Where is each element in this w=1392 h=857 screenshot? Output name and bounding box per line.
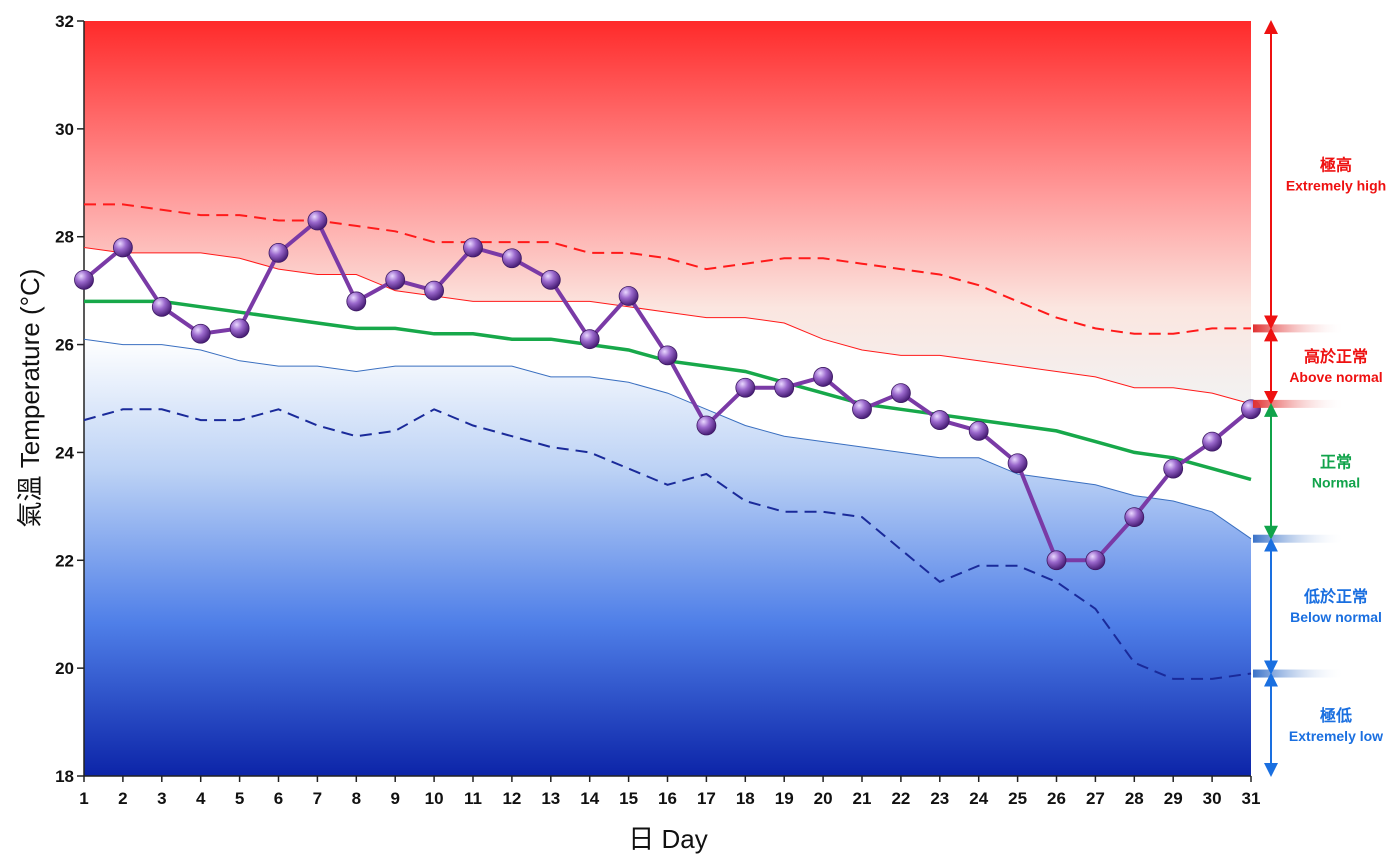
- x-tick-label: 31: [1242, 789, 1261, 808]
- x-tick-label: 27: [1086, 789, 1105, 808]
- x-axis: 1 2 3 4 5 6 7 8 9 10 11 12 13 14 15 16 17 18 19 20 21 22 23 24 2…: [79, 776, 1260, 808]
- daily-point-day-17: [696, 415, 717, 436]
- daily-point-day-15: [618, 286, 639, 306]
- x-tick-label: 10: [425, 789, 444, 808]
- x-tick-label: 2: [118, 789, 127, 808]
- x-tick-label: 13: [541, 789, 560, 808]
- x-tick-label: 17: [697, 789, 716, 808]
- daily-point-day-18: [735, 377, 756, 398]
- daily-point-day-19: [774, 377, 795, 398]
- daily-point-day-8: [346, 291, 367, 312]
- daily-point-day-27: [1085, 550, 1106, 571]
- daily-point-day-26: [1046, 550, 1067, 571]
- warm-region: [84, 21, 1251, 404]
- x-tick-label: 20: [814, 789, 833, 808]
- daily-point-day-9: [385, 269, 406, 290]
- extremely-low-threshold-line: [83, 408, 1252, 680]
- x-tick-label: 25: [1008, 789, 1027, 808]
- band-label-en: Normal: [1312, 474, 1360, 490]
- extremely-low-boundary-tab: [1253, 669, 1345, 678]
- x-tick-label: 5: [235, 789, 244, 808]
- daily-point-day-7: [307, 210, 328, 231]
- daily-point-day-28: [1124, 507, 1145, 528]
- daily-point-day-13: [540, 269, 561, 290]
- band-label-en: Extremely low: [1289, 728, 1383, 744]
- y-tick-label: 26: [55, 336, 74, 355]
- y-tick-label: 28: [55, 228, 74, 247]
- x-tick-label: 3: [157, 789, 166, 808]
- band-label-zh: 極低: [1319, 706, 1352, 725]
- daily-point-day-25: [1007, 453, 1028, 474]
- band-label-en: Above normal: [1289, 369, 1382, 385]
- above-normal-boundary-tab: [1253, 399, 1345, 408]
- x-tick-label: 6: [274, 789, 283, 808]
- daily-point-day-5: [229, 318, 250, 339]
- daily-point-day-10: [424, 280, 445, 301]
- daily-point-day-20: [813, 367, 833, 387]
- daily-point-day-16: [657, 345, 678, 366]
- cool-region: [84, 339, 1251, 776]
- daily-point-day-3: [151, 296, 172, 317]
- x-tick-label: 29: [1164, 789, 1183, 808]
- x-tick-label: 14: [580, 789, 599, 808]
- x-tick-label: 22: [891, 789, 910, 808]
- daily-point-day-2: [113, 237, 133, 258]
- x-tick-label: 1: [79, 789, 88, 808]
- x-tick-label: 8: [352, 789, 361, 808]
- x-tick-label: 24: [969, 789, 988, 808]
- daily-point-day-14: [579, 329, 600, 350]
- x-axis-title: 日 Day: [628, 824, 707, 854]
- y-axis: 18 20 22 24 26 28 30 32: [55, 12, 84, 786]
- daily-point-day-30: [1202, 431, 1222, 452]
- band-label-zh: 正常: [1320, 452, 1352, 471]
- band-label-en: Extremely high: [1286, 178, 1386, 194]
- daily-point-day-1: [74, 269, 94, 290]
- daily-point-day-12: [501, 248, 522, 269]
- y-tick-label: 20: [55, 659, 74, 678]
- y-tick-label: 32: [55, 12, 74, 31]
- above-normal-threshold-line: [83, 247, 1252, 405]
- band-label-zh: 極高: [1319, 156, 1352, 175]
- daily-temperature-series: [74, 210, 1261, 571]
- daily-point-day-6: [268, 242, 289, 263]
- band-label-en: Below normal: [1290, 609, 1382, 625]
- x-tick-label: 9: [390, 789, 399, 808]
- x-tick-label: 21: [853, 789, 872, 808]
- x-tick-label: 4: [196, 789, 206, 808]
- band-label-zh: 低於正常: [1303, 587, 1368, 606]
- y-axis-title: 氣溫 Temperature (°C): [15, 269, 45, 528]
- y-tick-label: 18: [55, 767, 74, 786]
- band-label-zh: 高於正常: [1304, 347, 1368, 366]
- daily-point-day-21: [852, 399, 872, 420]
- daily-point-day-11: [463, 237, 483, 258]
- x-tick-label: 23: [930, 789, 949, 808]
- daily-point-day-24: [968, 420, 989, 441]
- below-normal-boundary-tab: [1253, 534, 1345, 543]
- daily-point-day-22: [891, 383, 911, 404]
- x-tick-label: 28: [1125, 789, 1144, 808]
- x-tick-label: 16: [658, 789, 677, 808]
- below-normal-threshold-line: [83, 338, 1252, 540]
- x-tick-label: 12: [502, 789, 521, 808]
- x-tick-label: 19: [775, 789, 794, 808]
- x-tick-label: 26: [1047, 789, 1066, 808]
- daily-point-day-23: [929, 410, 950, 430]
- y-tick-label: 22: [55, 551, 74, 570]
- plot-background: [83, 21, 1251, 777]
- x-tick-label: 15: [619, 789, 638, 808]
- extremely-high-threshold-line: [84, 203, 1251, 335]
- x-tick-label: 11: [464, 789, 482, 808]
- daily-point-day-29: [1163, 458, 1184, 479]
- y-tick-label: 24: [55, 443, 74, 462]
- x-tick-label: 18: [736, 789, 755, 808]
- x-tick-label: 7: [313, 789, 322, 808]
- y-tick-label: 30: [55, 120, 74, 139]
- daily-point-day-4: [190, 323, 211, 344]
- x-tick-label: 30: [1203, 789, 1222, 808]
- band-legend: 極高 Extremely high 高於正常 Above normal 正常 Normal…: [1253, 20, 1386, 777]
- extremely-high-boundary-tab: [1253, 324, 1345, 333]
